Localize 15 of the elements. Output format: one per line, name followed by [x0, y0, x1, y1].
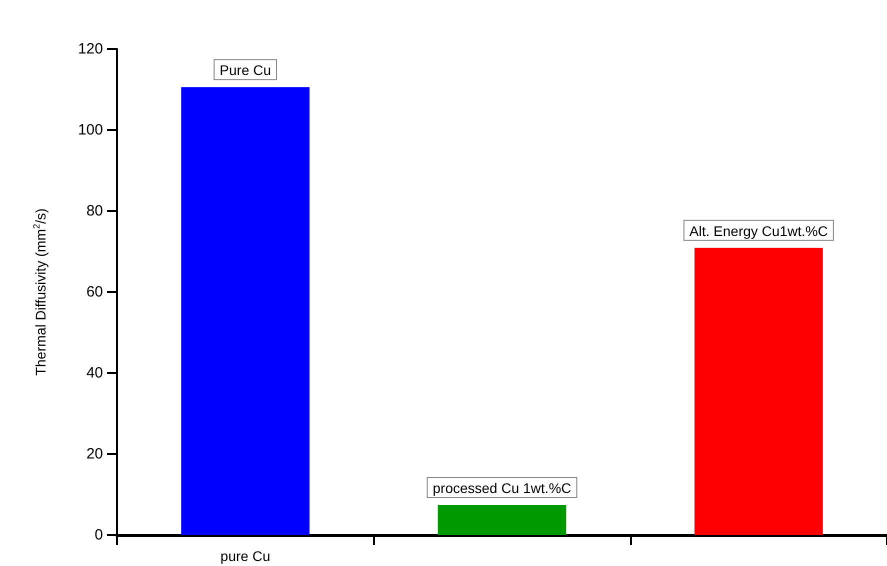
y-tick-label: 40 — [86, 364, 103, 382]
y-tick-label: 120 — [78, 40, 103, 58]
y-tick-label: 100 — [78, 122, 103, 138]
y-tick-label: 80 — [86, 202, 103, 220]
y-tick-label: 60 — [86, 284, 103, 300]
y-axis-title: Thermal Diffusivity (mm2/s) — [32, 208, 48, 376]
y-tick-label: 0 — [94, 526, 103, 544]
y-tick-label: 20 — [86, 446, 103, 462]
annotation: Pure Cu — [220, 62, 272, 78]
annotation: Alt. Energy Cu1wt.%C — [689, 222, 828, 239]
annotation: processed Cu 1wt.%C — [432, 480, 572, 496]
bar — [181, 87, 310, 535]
x-tick-label: pure Cu — [220, 548, 270, 564]
bar — [694, 248, 823, 535]
bar — [438, 505, 566, 535]
